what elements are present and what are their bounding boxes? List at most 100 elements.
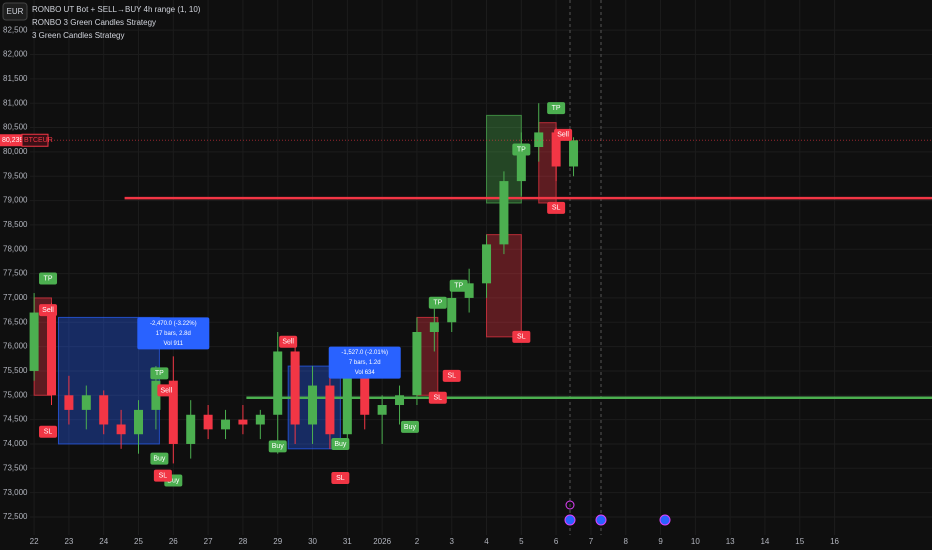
candle-body xyxy=(238,419,248,425)
x-tick-label: 27 xyxy=(204,537,213,546)
signal-label-box xyxy=(39,272,58,285)
x-tick-label: 13 xyxy=(726,537,735,546)
signal-label: SL xyxy=(336,475,345,482)
stat-text: -1,527.0 (-2.01%) xyxy=(341,350,388,356)
y-tick-label: 79,000 xyxy=(3,196,28,205)
signal-label-box xyxy=(331,437,350,450)
candle-body xyxy=(325,385,335,435)
signal-label-box xyxy=(268,440,287,453)
signal-label-box xyxy=(153,469,172,482)
signal-label-box xyxy=(547,102,566,115)
price-tag xyxy=(0,134,22,147)
signal-label: TP xyxy=(44,275,53,282)
x-tick-label: 22 xyxy=(30,537,39,546)
candle-body xyxy=(534,132,544,148)
signal-label: SL xyxy=(434,395,443,402)
candle-body xyxy=(516,147,526,182)
signal-label: SL xyxy=(552,205,561,212)
signal-label-box xyxy=(512,330,531,343)
event-icon[interactable] xyxy=(595,514,607,526)
currency-button[interactable] xyxy=(2,2,28,21)
signal-label: TP xyxy=(517,146,526,153)
event-icon[interactable] xyxy=(565,500,575,510)
x-tick-label: 10 xyxy=(691,537,700,546)
stat-text: 17 bars, 2.8d xyxy=(156,331,191,337)
y-tick-label: 82,000 xyxy=(3,50,28,59)
x-tick-label: 14 xyxy=(760,537,769,546)
y-tick-label: 73,000 xyxy=(3,488,28,497)
x-tick-label: 30 xyxy=(308,537,317,546)
candle-body xyxy=(499,181,509,245)
candle-body xyxy=(464,283,474,298)
candle-body xyxy=(168,380,178,444)
signal-label: Sell xyxy=(42,307,54,314)
signal-label-box xyxy=(331,472,350,485)
x-tick-label: 3 xyxy=(450,537,455,546)
signal-label: Buy xyxy=(334,441,347,448)
stat-box xyxy=(328,346,401,379)
stat-text: 7 bars, 1.2d xyxy=(349,360,381,366)
x-tick-label: 7 xyxy=(589,537,594,546)
x-tick-label: 25 xyxy=(134,537,143,546)
signal-label: Sell xyxy=(557,132,569,139)
candle-body xyxy=(569,140,579,167)
candle-body xyxy=(482,244,492,284)
stat-text: Vol 634 xyxy=(355,370,376,376)
y-tick-label: 73,500 xyxy=(3,463,28,472)
x-tick-label: 4 xyxy=(484,537,489,546)
signal-label: TP xyxy=(454,283,463,290)
candle-body xyxy=(412,332,422,396)
candle-body xyxy=(290,351,300,425)
symbol-tag xyxy=(21,133,49,147)
candle-body xyxy=(203,414,213,430)
signal-label-box xyxy=(428,391,447,404)
x-tick-label: 15 xyxy=(795,537,804,546)
signal-label-box xyxy=(150,452,169,465)
x-tick-label: 29 xyxy=(273,537,282,546)
candle-body xyxy=(360,370,370,415)
y-tick-label: 74,000 xyxy=(3,439,28,448)
y-tick-label: 77,500 xyxy=(3,269,28,278)
candle-body xyxy=(221,419,231,430)
stat-box xyxy=(137,317,210,350)
event-icon[interactable] xyxy=(564,514,576,526)
candle-body xyxy=(134,409,144,435)
signal-label-box xyxy=(442,369,461,382)
y-tick-label: 76,000 xyxy=(3,342,28,351)
x-tick-label: 23 xyxy=(64,537,73,546)
x-tick-label: 16 xyxy=(830,537,839,546)
candle-body xyxy=(342,370,352,435)
x-tick-label: 6 xyxy=(554,537,559,546)
x-tick-label: 31 xyxy=(343,537,352,546)
candle-body xyxy=(255,414,265,425)
signal-label-box xyxy=(157,384,176,397)
y-tick-label: 72,500 xyxy=(3,512,28,521)
signal-label-box xyxy=(279,335,298,348)
candle-body xyxy=(64,395,74,410)
y-tick-label: 80,000 xyxy=(3,147,28,156)
y-tick-label: 80,500 xyxy=(3,123,28,132)
y-tick-label: 76,500 xyxy=(3,317,28,326)
indicator-label: 3 Green Candles Strategy xyxy=(32,31,125,40)
y-tick-label: 74,500 xyxy=(3,415,28,424)
y-tick-label: 78,500 xyxy=(3,220,28,229)
symbol-tag-text: BTCEUR xyxy=(24,137,53,144)
stat-text: Vol 911 xyxy=(164,341,184,347)
signal-label-box xyxy=(428,296,447,309)
y-tick-label: 79,500 xyxy=(3,171,28,180)
currency[interactable]: EUR xyxy=(7,7,24,16)
indicator-label: RONBO 3 Green Candles Strategy xyxy=(32,18,156,27)
indicator-label: RONBO UT Bot + SELL→BUY 4h range (1, 10) xyxy=(32,5,201,14)
x-tick-label: 28 xyxy=(238,537,247,546)
x-tick-label: 9 xyxy=(658,537,663,546)
signal-label-box xyxy=(39,425,58,438)
x-tick-label: 24 xyxy=(99,537,108,546)
signal-label-box xyxy=(554,128,573,141)
event-icon[interactable] xyxy=(659,514,671,526)
signal-label: TP xyxy=(552,105,561,112)
candle-body xyxy=(429,322,439,333)
x-tick-label: 8 xyxy=(624,537,629,546)
signal-label: Buy xyxy=(167,477,180,484)
